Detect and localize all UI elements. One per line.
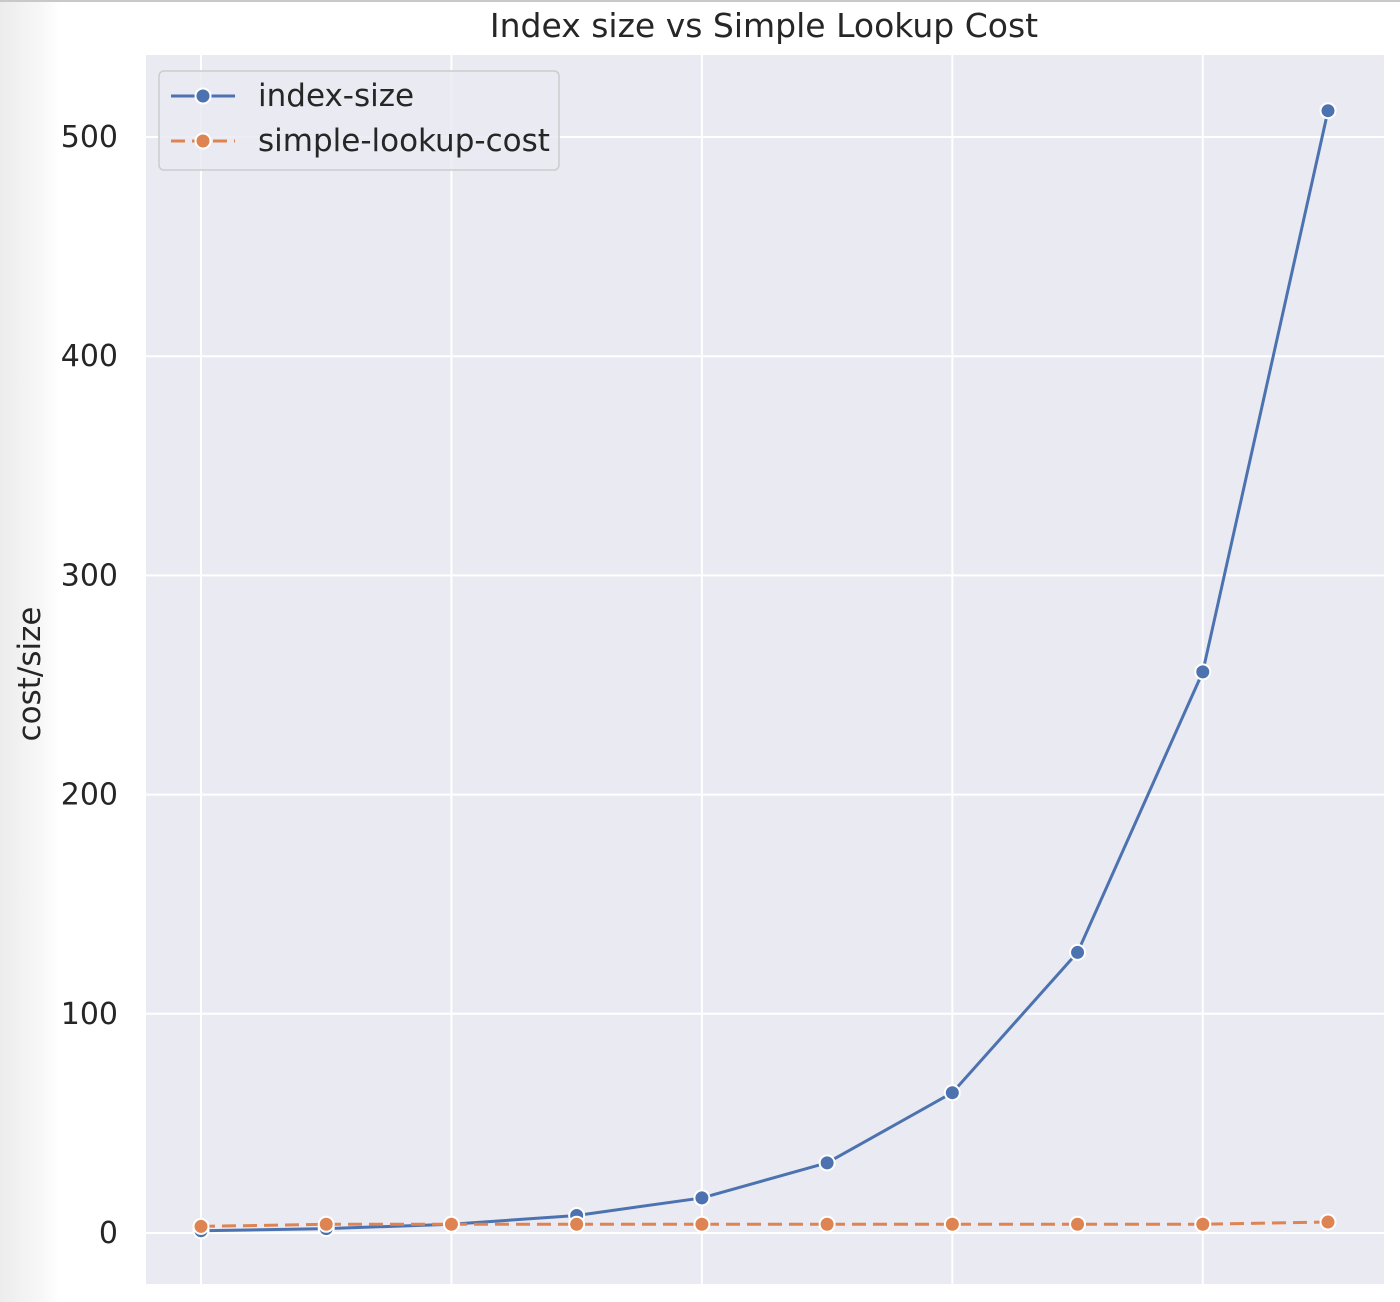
series-layer [192, 102, 1337, 1240]
legend-label-index-size: index-size [258, 78, 414, 114]
data-point-simple-lookup-cost [1194, 1215, 1212, 1233]
legend: index-size simple-lookup-cost [158, 70, 560, 171]
data-point-index-size [1194, 663, 1212, 681]
y-axis-label: cost/size [12, 607, 48, 742]
y-tick-label: 500 [61, 120, 118, 155]
data-point-simple-lookup-cost [1319, 1213, 1337, 1231]
y-tick-label: 100 [61, 997, 118, 1032]
data-point-simple-lookup-cost [192, 1217, 210, 1235]
y-tick-labels: 0 100 200 300 400 500 [61, 120, 118, 1251]
data-point-simple-lookup-cost [317, 1215, 335, 1233]
data-point-index-size [693, 1189, 711, 1207]
plot-area [146, 55, 1384, 1284]
legend-marker-index-size [194, 87, 212, 105]
data-point-index-size [1319, 102, 1337, 120]
data-point-simple-lookup-cost [442, 1215, 460, 1233]
legend-box [158, 70, 560, 171]
chart-title: Index size vs Simple Lookup Cost [490, 6, 1038, 45]
data-point-simple-lookup-cost [693, 1215, 711, 1233]
data-point-index-size [943, 1084, 961, 1102]
legend-marker-simple-lookup-cost [194, 132, 212, 150]
legend-label-simple-lookup-cost: simple-lookup-cost [258, 123, 550, 159]
y-tick-label: 400 [61, 339, 118, 374]
data-point-simple-lookup-cost [568, 1215, 586, 1233]
data-point-index-size [1069, 943, 1087, 961]
data-point-index-size [818, 1154, 836, 1172]
y-tick-label: 200 [61, 778, 118, 813]
y-tick-label: 0 [99, 1216, 118, 1251]
data-point-simple-lookup-cost [943, 1215, 961, 1233]
data-point-simple-lookup-cost [1069, 1215, 1087, 1233]
series-line-index-size [200, 110, 1330, 1233]
y-tick-label: 300 [61, 558, 118, 593]
data-point-simple-lookup-cost [818, 1215, 836, 1233]
